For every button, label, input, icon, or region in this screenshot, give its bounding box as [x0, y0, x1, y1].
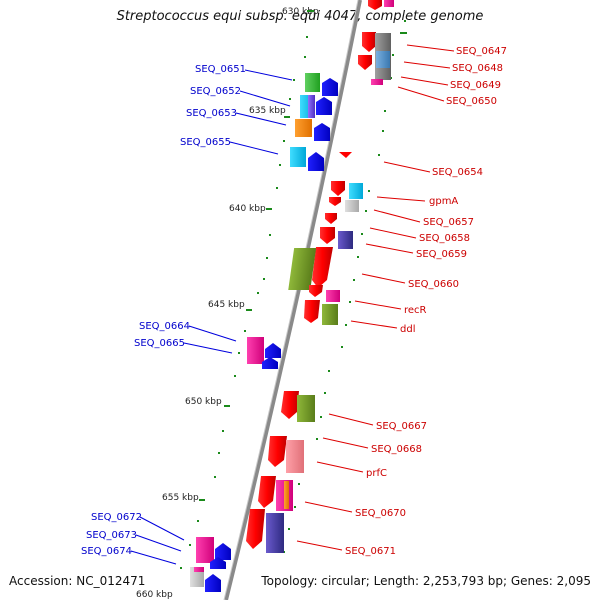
cds-arrow: [304, 300, 320, 323]
cds-box: [266, 513, 284, 553]
cds-arrow: [258, 476, 276, 508]
gene-label-right[interactable]: SEQ_0650: [446, 96, 497, 107]
gene-label-right[interactable]: SEQ_0668: [371, 444, 422, 455]
accession-text: Accession: NC_012471: [9, 574, 146, 588]
cds-box: [194, 567, 204, 572]
cds-arrow: [358, 55, 372, 70]
gene-label-left[interactable]: SEQ_0653: [186, 108, 237, 119]
gene-label-left[interactable]: SEQ_0672: [91, 512, 142, 523]
cds-arrow: [331, 181, 345, 196]
cds-arrow: [329, 197, 341, 206]
genome-backbone: [224, 0, 362, 600]
cds-arrow: [312, 247, 333, 288]
cds-box: [196, 537, 214, 563]
gene-label-right[interactable]: SEQ_0649: [450, 80, 501, 91]
gene-label-right[interactable]: prfC: [366, 468, 387, 479]
cds-arrow: [246, 509, 265, 549]
kbp-tick-label: 650 kbp: [185, 397, 222, 407]
cds-arrow: [268, 436, 287, 467]
gene-label-right[interactable]: SEQ_0671: [345, 546, 396, 557]
cds-arrow: [314, 123, 330, 141]
cds-box: [284, 481, 289, 509]
gene-label-right[interactable]: SEQ_0659: [416, 249, 467, 260]
gene-label-left[interactable]: SEQ_0665: [134, 338, 185, 349]
cds-arrow: [210, 557, 226, 569]
gene-label-right[interactable]: SEQ_0654: [432, 167, 483, 178]
kbp-tick-label: 640 kbp: [229, 204, 266, 214]
kbp-tick-label: 630 kbp: [282, 7, 319, 17]
cds-box: [288, 248, 317, 290]
gene-label-right[interactable]: gpmA: [429, 196, 458, 207]
cds-box: [371, 79, 383, 85]
cds-box: [338, 231, 353, 249]
cds-box: [297, 395, 315, 422]
left-labels: SEQ_0651 SEQ_0652 SEQ_0653 SEQ_0655 SEQ_…: [81, 64, 293, 565]
cds-box: [326, 290, 340, 302]
kbp-tick-label: 660 kbp: [136, 590, 173, 600]
gene-label-right[interactable]: ddl: [400, 324, 415, 335]
scale-dots-left: [180, 36, 308, 569]
gene-label-right[interactable]: recR: [404, 305, 427, 316]
cds-box: [305, 73, 320, 92]
cds-arrow: [265, 343, 281, 358]
cds-arrow: [308, 152, 324, 171]
cds-box: [349, 183, 363, 199]
right-labels: SEQ_0647 SEQ_0648 SEQ_0649 SEQ_0650 SEQ_…: [296, 44, 507, 557]
gene-label-right[interactable]: SEQ_0667: [376, 421, 427, 432]
cds-arrow: [325, 213, 337, 224]
kbp-tick-label: 655 kbp: [162, 493, 199, 503]
gene-label-left[interactable]: SEQ_0655: [180, 137, 231, 148]
gene-label-left[interactable]: SEQ_0651: [195, 64, 246, 75]
cds-arrow: [316, 97, 332, 115]
cds-box: [376, 51, 390, 68]
gene-label-right[interactable]: SEQ_0670: [355, 508, 406, 519]
gene-label-right[interactable]: SEQ_0660: [408, 279, 459, 290]
cds-arrow: [309, 285, 323, 297]
gene-label-left[interactable]: SEQ_0652: [190, 86, 241, 97]
cds-arrow: [339, 152, 352, 158]
kbp-tick-label: 645 kbp: [208, 300, 245, 310]
cds-box: [286, 440, 304, 473]
gene-label-right[interactable]: SEQ_0648: [452, 63, 503, 74]
cds-box: [295, 119, 312, 137]
cds-arrow: [368, 0, 382, 10]
scale-dots-right: [283, 20, 406, 553]
gene-label-right[interactable]: SEQ_0658: [419, 233, 470, 244]
cds-arrow: [281, 391, 299, 419]
cds-arrow: [205, 574, 221, 592]
features-left: [190, 73, 338, 592]
cds-arrow: [262, 357, 278, 369]
gene-label-right[interactable]: SEQ_0647: [456, 46, 507, 57]
cds-box: [384, 0, 394, 7]
map-title: Streptococcus equi subsp. equi 4047, com…: [116, 9, 484, 24]
cds-arrow: [215, 543, 231, 560]
cds-box: [345, 200, 359, 212]
cds-box: [290, 147, 306, 167]
features-right: [246, 0, 394, 553]
cds-arrow: [362, 32, 376, 52]
gene-label-left[interactable]: SEQ_0673: [86, 530, 137, 541]
cds-arrow: [320, 227, 335, 244]
gene-label-left[interactable]: SEQ_0664: [139, 321, 190, 332]
kbp-scale: 630 kbp 635 kbp 640 kbp 645 kbp 650 kbp …: [136, 7, 319, 600]
cds-box: [308, 95, 315, 118]
cds-arrow: [322, 78, 338, 96]
gene-label-left[interactable]: SEQ_0674: [81, 546, 132, 557]
genome-summary-text: Topology: circular; Length: 2,253,793 bp…: [261, 574, 591, 588]
cds-box: [322, 304, 338, 325]
genome-backbone-highlight: [223, 0, 359, 600]
cds-box: [247, 337, 264, 364]
kbp-tick-marks: [199, 10, 407, 501]
gene-label-right[interactable]: SEQ_0657: [423, 217, 474, 228]
kbp-tick-label: 635 kbp: [249, 106, 286, 116]
